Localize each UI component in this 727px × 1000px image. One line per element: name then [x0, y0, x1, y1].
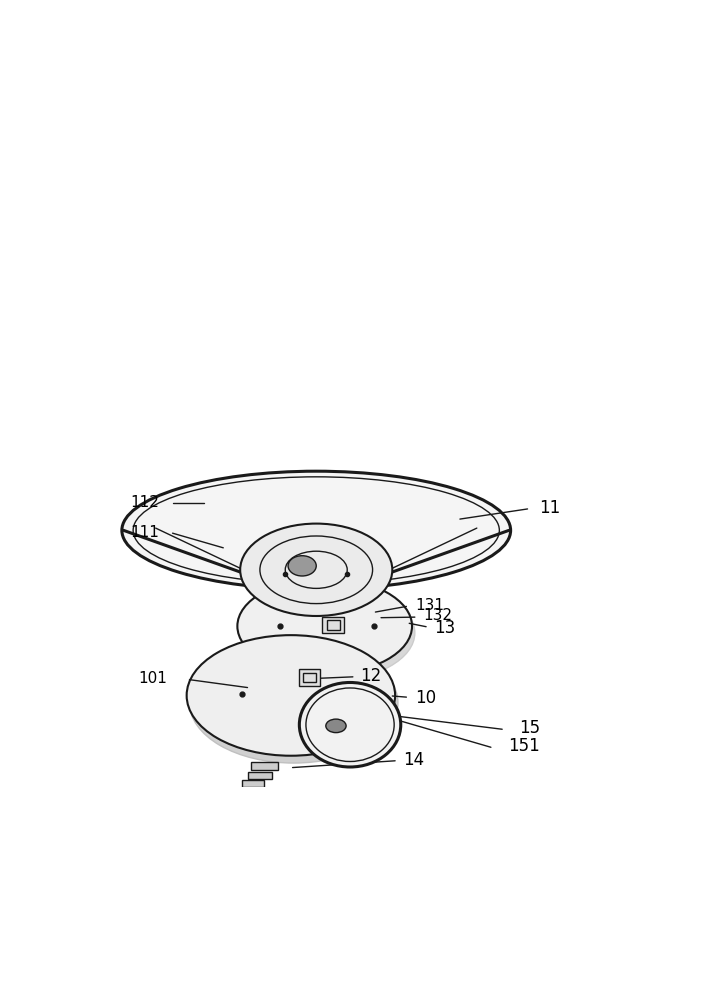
Text: 112: 112 — [130, 495, 159, 510]
Text: 10: 10 — [415, 689, 436, 707]
Text: 15: 15 — [519, 719, 540, 737]
Ellipse shape — [326, 719, 346, 733]
Text: 132: 132 — [423, 608, 452, 623]
Bar — [322, 617, 345, 633]
Bar — [252, 762, 278, 770]
Bar — [326, 620, 340, 630]
Text: 111: 111 — [130, 525, 159, 540]
Text: 101: 101 — [139, 671, 168, 686]
Ellipse shape — [237, 578, 412, 674]
Ellipse shape — [240, 585, 415, 681]
Ellipse shape — [300, 682, 401, 767]
Ellipse shape — [288, 556, 316, 576]
Bar — [303, 673, 316, 682]
Text: 11: 11 — [539, 499, 560, 517]
Ellipse shape — [187, 635, 395, 756]
Ellipse shape — [240, 524, 393, 616]
Ellipse shape — [122, 471, 510, 590]
Bar — [247, 772, 273, 779]
Text: 131: 131 — [415, 598, 444, 613]
Text: 151: 151 — [508, 737, 539, 755]
Text: 14: 14 — [403, 751, 425, 769]
Ellipse shape — [190, 642, 398, 763]
Bar — [242, 780, 265, 787]
Bar — [299, 669, 320, 686]
Text: 12: 12 — [360, 667, 382, 685]
Text: 13: 13 — [435, 619, 456, 637]
